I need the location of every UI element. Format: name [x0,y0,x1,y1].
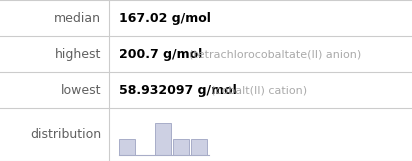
Text: 167.02 g/mol: 167.02 g/mol [119,11,211,24]
Bar [155,123,171,155]
Text: (cobalt(II) cation): (cobalt(II) cation) [211,85,307,95]
Bar [173,139,189,155]
Text: highest: highest [55,47,101,61]
Text: median: median [54,11,101,24]
Text: lowest: lowest [61,84,101,96]
Bar [119,139,135,155]
Text: 58.932097 g/mol: 58.932097 g/mol [119,84,237,96]
Text: 200.7 g/mol: 200.7 g/mol [119,47,202,61]
Text: (tetrachlorocobaltate(II) anion): (tetrachlorocobaltate(II) anion) [189,49,361,59]
Text: distribution: distribution [30,128,101,141]
Bar [191,139,207,155]
